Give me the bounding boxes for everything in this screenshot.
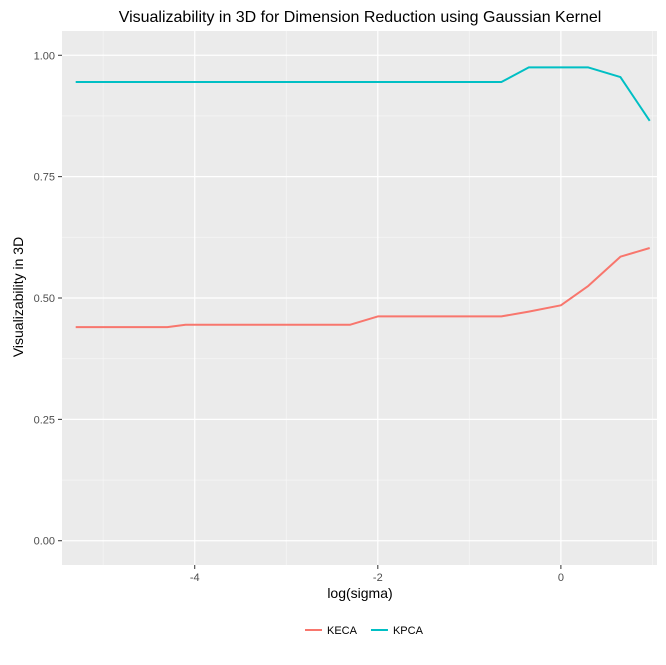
x-tick-label: -2	[373, 572, 383, 584]
legend-label: KPCA	[393, 625, 424, 637]
y-tick-label: 0.25	[34, 414, 55, 426]
y-axis: 0.00 0.25 0.50 0.75 1.00	[34, 50, 62, 548]
y-tick-label: 0.00	[34, 536, 55, 548]
legend-item-kpca: KPCA	[370, 625, 424, 637]
series-layer	[75, 66, 651, 329]
series-line-kpca	[75, 66, 651, 122]
x-axis-title: log(sigma)	[327, 585, 392, 601]
y-tick-label: 1.00	[34, 50, 55, 62]
x-tick-label: 0	[558, 572, 564, 584]
legend-item-keca: KECA	[305, 625, 358, 637]
x-axis: -4 -2 0	[190, 565, 564, 584]
grid-major	[62, 31, 657, 565]
series-line-keca	[75, 247, 650, 329]
legend-label: KECA	[327, 625, 358, 637]
x-tick-label: -4	[190, 572, 200, 584]
chart-title: Visualizability in 3D for Dimension Redu…	[119, 9, 602, 26]
y-axis-title: Visualizability in 3D	[10, 237, 26, 357]
legend: KECA KPCA	[305, 625, 424, 637]
y-tick-label: 0.50	[34, 293, 55, 305]
y-tick-label: 0.75	[34, 172, 55, 184]
